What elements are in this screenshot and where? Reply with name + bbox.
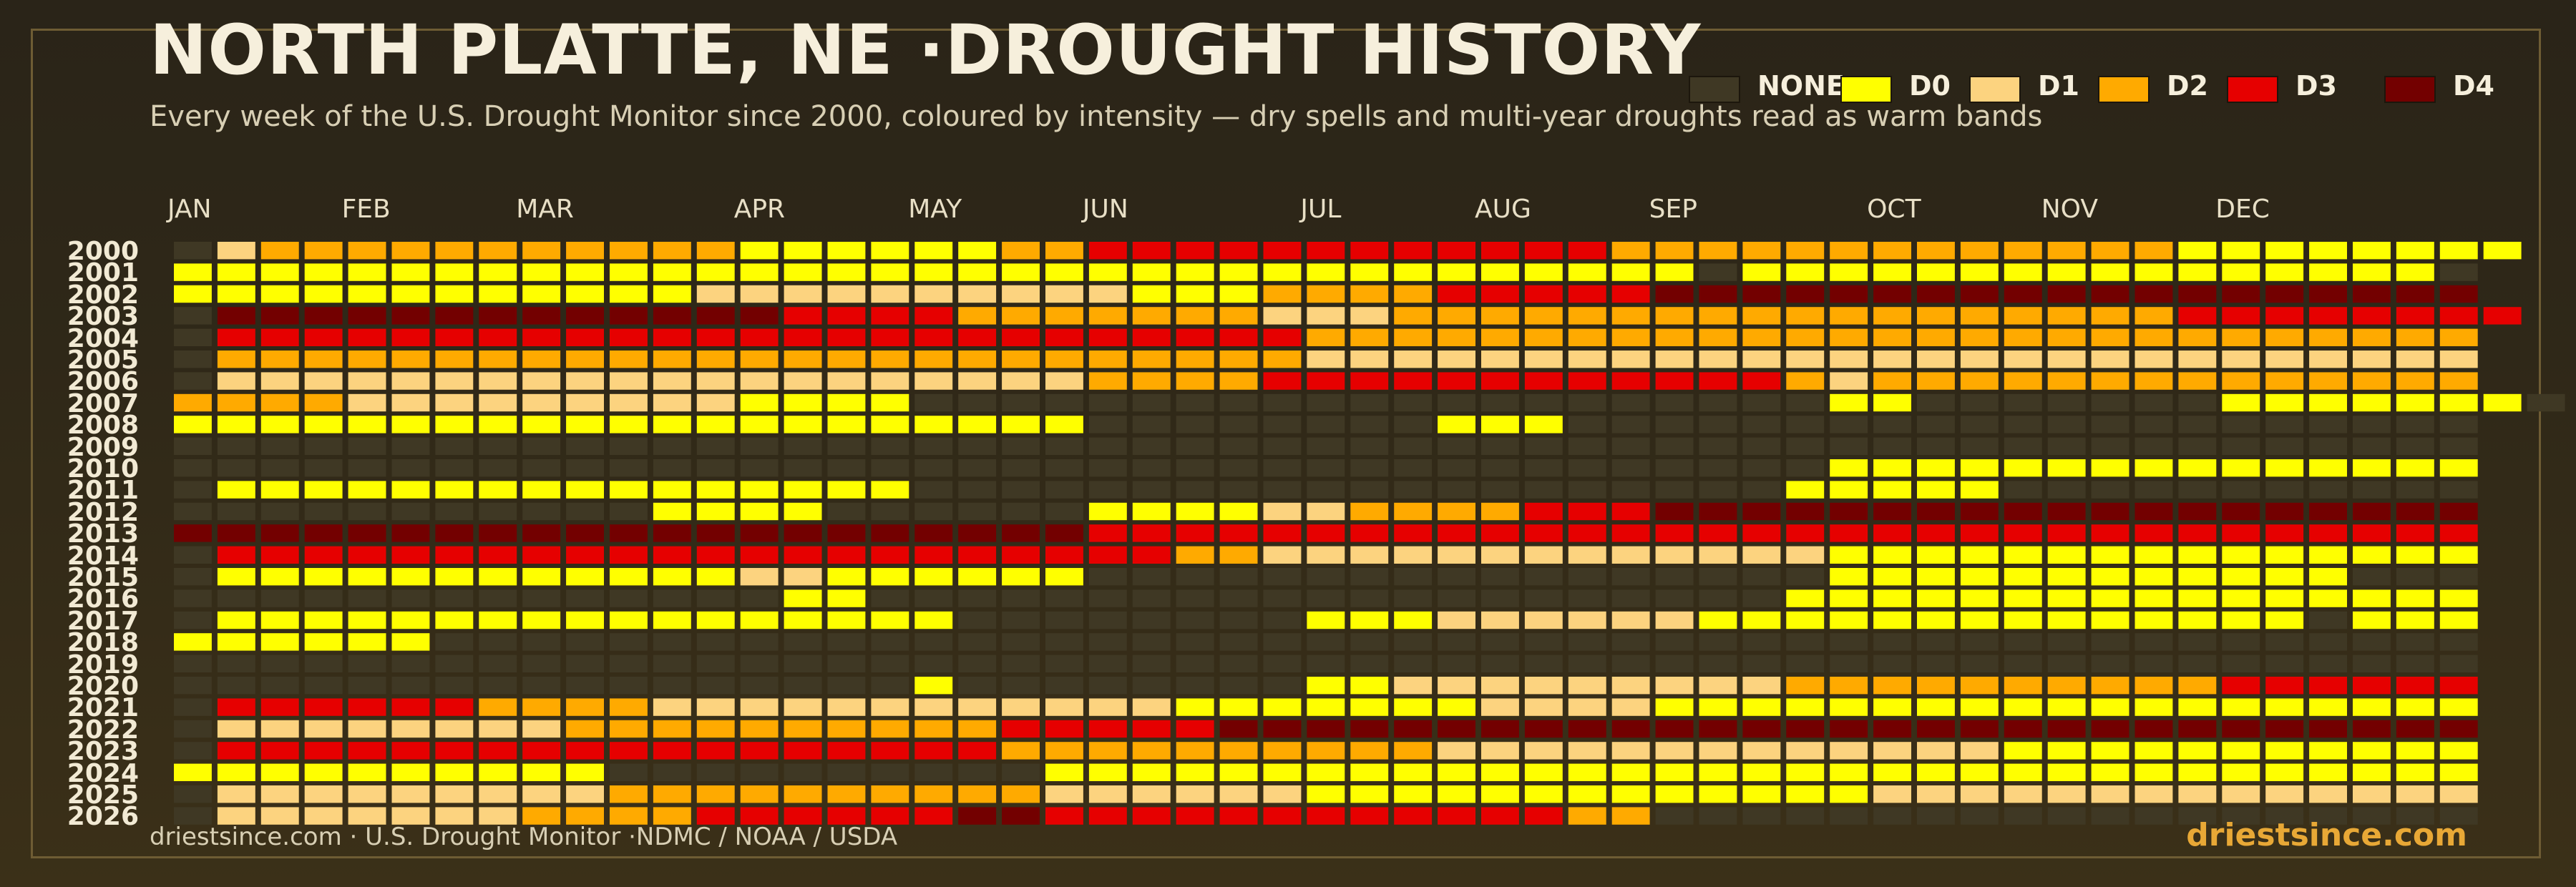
month-label-sep: SEP bbox=[1649, 195, 1697, 224]
year-label-2009: 2009 bbox=[67, 432, 139, 462]
year-label-2006: 2006 bbox=[67, 367, 139, 397]
year-label-2003: 2003 bbox=[67, 302, 139, 332]
year-label-2000: 2000 bbox=[67, 237, 139, 266]
year-label-2002: 2002 bbox=[67, 280, 139, 310]
year-label-2004: 2004 bbox=[67, 323, 139, 353]
year-label-2001: 2001 bbox=[67, 258, 139, 288]
month-label-jun: JUN bbox=[1082, 195, 1128, 224]
year-label-2005: 2005 bbox=[67, 346, 139, 375]
month-label-nov: NOV bbox=[2041, 195, 2098, 224]
month-label-jan: JAN bbox=[167, 195, 212, 224]
month-label-may: MAY bbox=[908, 195, 962, 224]
year-label-2022: 2022 bbox=[67, 715, 139, 745]
year-label-2007: 2007 bbox=[67, 388, 139, 418]
legend-swatch-none bbox=[1689, 76, 1740, 103]
year-label-2011: 2011 bbox=[67, 476, 139, 506]
legend-label-d1: D1 bbox=[2038, 70, 2079, 102]
year-label-2008: 2008 bbox=[67, 411, 139, 441]
year-label-2012: 2012 bbox=[67, 497, 139, 527]
month-label-oct: OCT bbox=[1867, 195, 1921, 224]
year-label-2014: 2014 bbox=[67, 541, 139, 571]
month-label-dec: DEC bbox=[2215, 195, 2270, 224]
chart-subtitle: Every week of the U.S. Drought Monitor s… bbox=[150, 100, 2043, 133]
month-label-mar: MAR bbox=[516, 195, 574, 224]
year-label-2021: 2021 bbox=[67, 693, 139, 723]
legend-label-none: NONE bbox=[1757, 70, 1845, 102]
year-label-2020: 2020 bbox=[67, 672, 139, 701]
footer-source: driestsince.com · U.S. Drought Monitor ·… bbox=[150, 823, 898, 851]
year-label-2025: 2025 bbox=[67, 780, 139, 810]
year-label-2017: 2017 bbox=[67, 606, 139, 636]
legend-swatch-d0 bbox=[1840, 76, 1892, 103]
year-label-2019: 2019 bbox=[67, 650, 139, 680]
month-label-feb: FEB bbox=[341, 195, 391, 224]
legend-label-d2: D2 bbox=[2167, 70, 2208, 102]
legend-swatch-d3 bbox=[2227, 76, 2278, 103]
year-label-2015: 2015 bbox=[67, 563, 139, 592]
chart-title: NORTH PLATTE, NE ·DROUGHT HISTORY bbox=[150, 10, 1702, 90]
year-label-2010: 2010 bbox=[67, 454, 139, 484]
chart-frame bbox=[31, 29, 2541, 858]
month-label-aug: AUG bbox=[1475, 195, 1531, 224]
month-label-apr: APR bbox=[733, 195, 786, 224]
legend-swatch-d4 bbox=[2384, 76, 2436, 103]
year-label-2013: 2013 bbox=[67, 519, 139, 549]
footer-brand: driestsince.com bbox=[2186, 817, 2467, 853]
year-label-2023: 2023 bbox=[67, 737, 139, 767]
month-label-jul: JUL bbox=[1300, 195, 1342, 224]
legend-swatch-d1 bbox=[1969, 76, 2021, 103]
year-label-2026: 2026 bbox=[67, 802, 139, 832]
year-label-2018: 2018 bbox=[67, 628, 139, 658]
legend-swatch-d2 bbox=[2098, 76, 2150, 103]
legend-label-d4: D4 bbox=[2453, 70, 2494, 102]
legend-label-d3: D3 bbox=[2296, 70, 2337, 102]
year-label-2024: 2024 bbox=[67, 758, 139, 788]
legend-label-d0: D0 bbox=[1909, 70, 1951, 102]
year-label-2016: 2016 bbox=[67, 584, 139, 614]
